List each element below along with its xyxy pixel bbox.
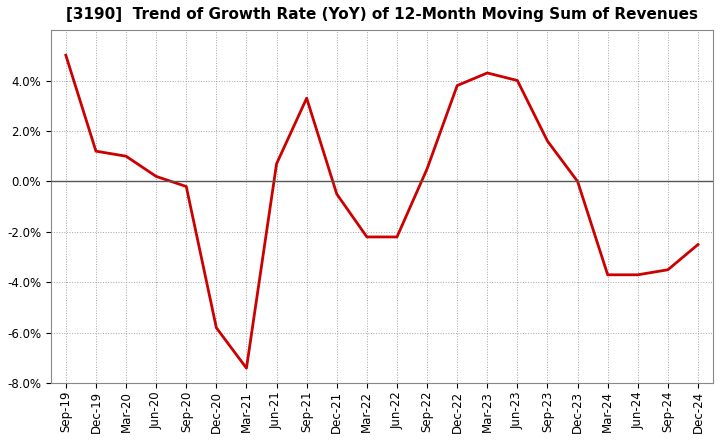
Title: [3190]  Trend of Growth Rate (YoY) of 12-Month Moving Sum of Revenues: [3190] Trend of Growth Rate (YoY) of 12-… [66,7,698,22]
